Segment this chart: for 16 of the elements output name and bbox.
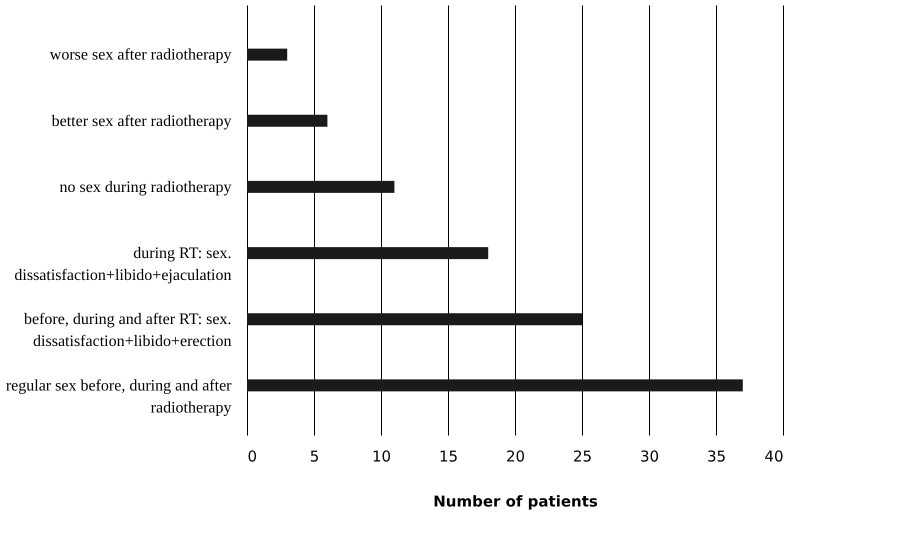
- x-tick-label: 15: [438, 448, 458, 466]
- y-tick-label: no sex during radiotherapy: [60, 178, 232, 196]
- x-axis-title: Number of patients: [433, 492, 598, 510]
- y-tick-label: regular sex before, during and after radiotherapy: [6, 377, 232, 416]
- x-tick-label: 5: [310, 448, 320, 466]
- x-tick-label: 35: [706, 448, 726, 466]
- x-tick-label: 30: [640, 448, 660, 466]
- x-tick-label: 25: [572, 448, 592, 466]
- x-tick-label: 0: [248, 448, 258, 466]
- y-tick-label: better sex after radiotherapy: [52, 112, 232, 130]
- y-tick-label: before, during and after RT: sex. dissatisfaction+libido+erection: [24, 311, 232, 350]
- x-tick-label: 10: [372, 448, 392, 466]
- y-tick-label: during RT: sex. dissatisfaction+libido+ejaculation: [14, 245, 232, 284]
- y-tick-label: worse sex after radiotherapy: [50, 46, 232, 64]
- x-tick-label: 20: [506, 448, 526, 466]
- x-tick-label: 40: [764, 448, 784, 466]
